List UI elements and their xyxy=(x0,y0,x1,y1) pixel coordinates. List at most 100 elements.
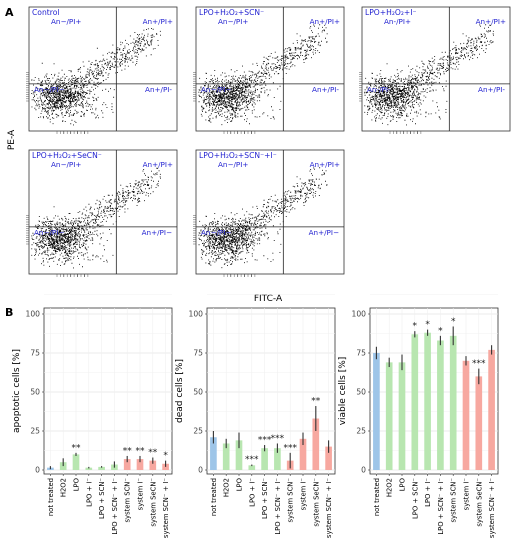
flow-events xyxy=(31,167,161,269)
significance-marker: *** xyxy=(283,443,297,453)
category-label: not treated xyxy=(373,478,381,516)
flow-axis-ticks xyxy=(193,215,256,277)
category-label: H2O2 xyxy=(223,478,231,497)
y-tick-label: 25 xyxy=(30,427,40,436)
quadrant-label-ul: An−/PI+ xyxy=(218,160,248,169)
y-tick-label: 75 xyxy=(30,349,40,358)
flow-axis-ticks xyxy=(26,215,89,277)
flow-plot-title: LPO+H₂O₂+I⁻ xyxy=(365,8,417,17)
y-tick-label: 25 xyxy=(193,427,203,436)
y-tick-label: 100 xyxy=(189,310,204,319)
category-label: system I⁻ xyxy=(463,478,471,511)
significance-marker: * xyxy=(451,317,456,327)
category-label: system I⁻ xyxy=(300,478,308,511)
y-tick-label: 0 xyxy=(35,466,40,475)
bar xyxy=(437,340,444,470)
quadrant-label-ul: An−/PI+ xyxy=(218,17,248,26)
quadrant-label-lr: An+/PI- xyxy=(312,85,339,94)
y-tick-label: 100 xyxy=(352,310,367,319)
category-label: LPO + I⁻ xyxy=(85,478,93,507)
panel-b-letter: B xyxy=(5,306,13,319)
category-label: not treated xyxy=(210,478,218,516)
bar-charts: 0 25 50 75 100 apoptotic cells [%] not treated… xyxy=(12,294,499,538)
flow-events xyxy=(31,28,162,126)
flow-events xyxy=(198,24,328,126)
gridlines xyxy=(44,294,172,474)
flow-plot-3: LPO+H₂O₂+I⁻An-/PI+ An+/PI+ An-/PI- An+/PI- xyxy=(359,6,511,134)
quadrant-label-ll: An−/PI− xyxy=(201,228,231,237)
quadrant-label-ul: An−/PI+ xyxy=(51,17,81,26)
quadrant-label-ur: An+/PI+ xyxy=(310,160,340,169)
significance-marker: *** xyxy=(472,359,486,369)
y-axis-label: dead cells [%] xyxy=(175,359,185,423)
quadrant-label-ul: An−/PI+ xyxy=(51,160,81,169)
y-tick-label: 0 xyxy=(198,466,203,475)
bar xyxy=(475,376,483,470)
flow-plot-title: Control xyxy=(32,8,59,17)
y-tick-label: 75 xyxy=(356,349,366,358)
bar xyxy=(136,459,144,470)
panel-a-xlabel: FITC-A xyxy=(254,294,283,304)
quadrant-label-ll: An-/PI- xyxy=(367,85,391,94)
y-tick-label: 100 xyxy=(26,310,41,319)
flow-plot-title: LPO+H₂O₂+SCN⁻ xyxy=(199,8,264,17)
flow-axis-ticks xyxy=(193,72,256,134)
significance-marker: ** xyxy=(72,443,82,453)
bar xyxy=(449,335,457,470)
flow-plot-frame xyxy=(195,6,345,132)
panel-a-ylabel: PE-A xyxy=(7,129,17,150)
bar xyxy=(385,362,393,470)
quadrant-label-ur: An+/PI+ xyxy=(143,160,173,169)
category-label: LPO xyxy=(399,478,407,491)
category-label: LPO xyxy=(73,478,81,491)
category-label: LPO xyxy=(236,478,244,491)
flow-plot-4: LPO+H₂O₂+SeCN⁻An−/PI+ An+/PI+ An−/PI− An+/P… xyxy=(26,149,178,277)
bar xyxy=(98,466,105,470)
category-label: LPO + SCN⁻ xyxy=(261,478,269,519)
bar xyxy=(235,440,243,470)
y-tick-label: 0 xyxy=(361,466,366,475)
bar xyxy=(312,418,320,470)
bar xyxy=(373,353,380,470)
bar xyxy=(488,349,495,470)
bar xyxy=(411,334,419,470)
quadrant-label-lr: An+/PI− xyxy=(309,228,339,237)
significance-marker: *** xyxy=(258,436,272,446)
category-label: LPO + SCN⁻ + I⁻ xyxy=(111,478,119,535)
bar xyxy=(72,454,80,470)
significance-marker: *** xyxy=(271,434,285,444)
y-axis-label: viable cells [%] xyxy=(338,357,348,426)
category-label: not treated xyxy=(47,478,55,516)
significance-marker: *** xyxy=(245,455,259,465)
category-label: system SCN⁻ + I⁻ xyxy=(488,478,496,538)
bar xyxy=(424,332,431,470)
bar xyxy=(222,443,230,470)
bar xyxy=(248,465,256,470)
category-label: system SCN⁻ xyxy=(124,478,132,523)
significance-marker: * xyxy=(438,326,443,336)
category-label: LPO + SCN⁻ + I⁻ xyxy=(274,478,282,535)
significance-marker: * xyxy=(425,320,430,330)
y-tick-label: 50 xyxy=(30,388,40,397)
category-label: LPO + SCN⁻ + I⁻ xyxy=(437,478,445,535)
y-tick-label: 50 xyxy=(193,388,203,397)
category-label: system SCN⁻ xyxy=(450,478,458,523)
y-tick-label: 25 xyxy=(356,427,366,436)
flow-events xyxy=(364,24,494,126)
category-label: system SeCN⁻ xyxy=(149,478,157,527)
bar xyxy=(325,446,332,470)
bar-chart-1: 0 25 50 75 100 apoptotic cells [%] not treated… xyxy=(12,294,173,538)
quadrant-label-lr: An+/PI- xyxy=(478,85,505,94)
category-label: system SCN⁻ + I⁻ xyxy=(162,478,170,538)
flow-plot-2: LPO+H₂O₂+SCN⁻An−/PI+ An+/PI+ An−/PI− An+/PI… xyxy=(193,6,345,134)
quadrant-label-ll: An−/PI− xyxy=(201,85,231,94)
category-label: system SCN⁻ + I⁻ xyxy=(325,478,333,538)
bar xyxy=(462,360,470,470)
bar xyxy=(85,467,93,470)
category-label: LPO + I⁻ xyxy=(424,478,432,507)
bar xyxy=(123,459,131,470)
category-label: LPO + SCN⁻ xyxy=(411,478,419,519)
